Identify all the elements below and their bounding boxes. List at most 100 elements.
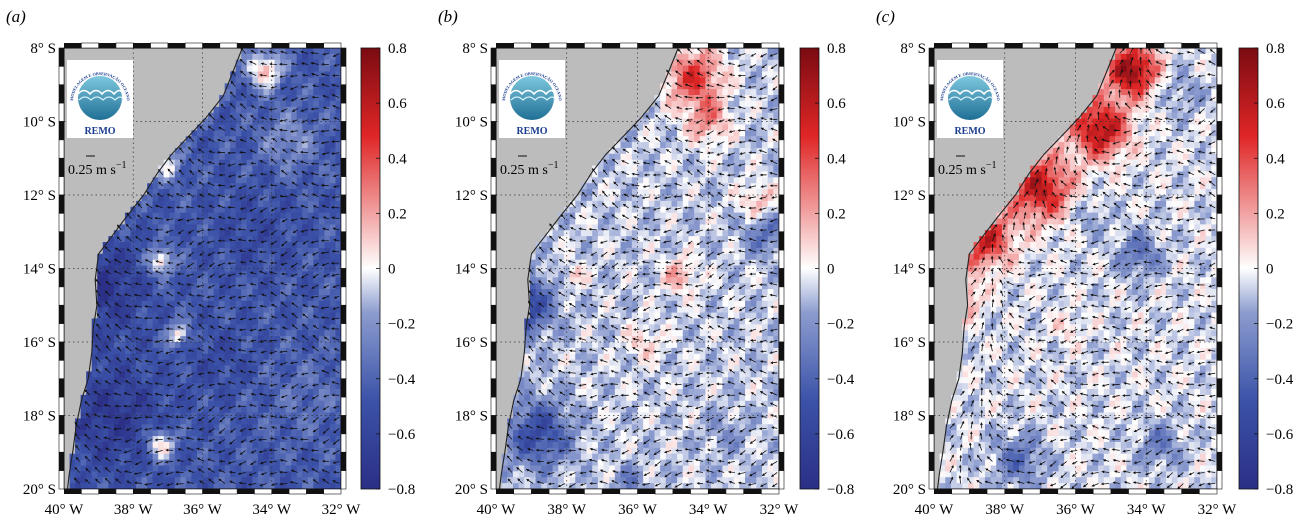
field-cell	[202, 312, 209, 320]
field-cell	[241, 106, 248, 114]
field-cell	[174, 353, 181, 361]
field-cell	[208, 312, 215, 320]
field-cell	[313, 377, 320, 384]
field-cell	[185, 189, 193, 196]
velocity-arrow	[103, 436, 111, 440]
field-cell	[631, 171, 639, 178]
field-cell	[318, 389, 325, 396]
field-cell	[263, 441, 270, 449]
field-cell	[274, 118, 281, 126]
field-cell	[762, 118, 769, 126]
field-cell	[586, 212, 593, 220]
field-cell	[230, 130, 237, 137]
field-cell	[202, 159, 209, 167]
field-cell	[257, 95, 265, 102]
field-cell	[196, 477, 204, 484]
field-cell	[219, 95, 226, 102]
field-cell	[728, 53, 735, 61]
field-cell	[180, 406, 187, 414]
field-cell	[86, 377, 93, 384]
field-cell	[174, 306, 181, 314]
field-cell	[688, 177, 695, 184]
field-cell	[263, 218, 270, 225]
velocity-arrow	[185, 427, 194, 430]
velocity-arrow	[258, 84, 267, 88]
field-cell	[130, 483, 137, 489]
field-cell	[230, 312, 237, 320]
field-cell	[274, 477, 281, 484]
field-cell	[158, 365, 165, 372]
field-cell	[631, 189, 639, 196]
field-cell	[130, 312, 137, 320]
field-cell	[208, 418, 215, 425]
field-cell	[136, 347, 143, 355]
field-cell	[688, 118, 695, 126]
field-cell	[224, 406, 231, 414]
field-cell	[252, 100, 259, 108]
field-cell	[208, 242, 215, 249]
field-cell	[268, 394, 276, 402]
field-cell	[208, 136, 215, 143]
field-cell	[263, 318, 270, 325]
field-cell	[213, 430, 220, 437]
field-cell	[257, 453, 265, 461]
field-cell	[224, 89, 231, 96]
field-cell	[102, 312, 109, 320]
velocity-arrow	[250, 339, 257, 343]
field-cell	[535, 242, 542, 249]
field-cell	[185, 236, 193, 243]
field-cell	[318, 171, 325, 178]
field-cell	[274, 106, 281, 114]
field-cell	[241, 430, 248, 437]
field-cell	[268, 124, 276, 131]
field-cell	[699, 183, 707, 190]
field-cell	[274, 212, 281, 220]
velocity-arrow	[134, 347, 143, 352]
field-cell	[335, 347, 341, 355]
field-cell	[86, 412, 93, 420]
field-cell	[745, 177, 752, 184]
field-cell	[705, 183, 712, 190]
field-cell	[324, 118, 331, 126]
field-cell	[773, 218, 779, 225]
field-cell	[80, 471, 87, 478]
velocity-arrow	[75, 456, 80, 462]
field-cell	[313, 318, 320, 325]
field-cell	[263, 212, 270, 220]
field-cell	[274, 383, 281, 390]
velocity-arrow	[199, 193, 205, 198]
field-cell	[291, 365, 298, 372]
field-cell	[252, 200, 259, 208]
field-cell	[773, 130, 779, 137]
field-cell	[246, 277, 253, 284]
field-cell	[158, 171, 165, 178]
field-cell	[169, 483, 176, 489]
velocity-arrow	[301, 171, 309, 176]
field-cell	[291, 459, 298, 467]
field-cell	[75, 459, 82, 467]
field-cell	[285, 253, 292, 261]
field-cell	[241, 242, 248, 249]
field-cell	[152, 342, 159, 349]
field-cell	[631, 195, 639, 202]
field-cell	[191, 447, 198, 455]
field-cell	[219, 130, 226, 137]
field-cell	[302, 77, 309, 84]
field-cell	[257, 53, 265, 61]
velocity-arrow	[239, 370, 246, 374]
field-cell	[185, 147, 193, 155]
field-cell	[257, 165, 265, 173]
velocity-arrow	[156, 239, 163, 243]
field-cell	[302, 471, 309, 478]
field-cell	[213, 224, 220, 231]
field-cell	[102, 483, 109, 489]
velocity-arrow	[207, 467, 215, 473]
velocity-arrow	[300, 97, 309, 101]
field-cell	[252, 89, 259, 96]
field-cell	[185, 312, 193, 320]
field-cell	[296, 106, 303, 114]
velocity-arrow	[105, 447, 111, 451]
field-cell	[313, 147, 320, 155]
field-cell	[762, 53, 769, 61]
field-cell	[728, 195, 735, 202]
